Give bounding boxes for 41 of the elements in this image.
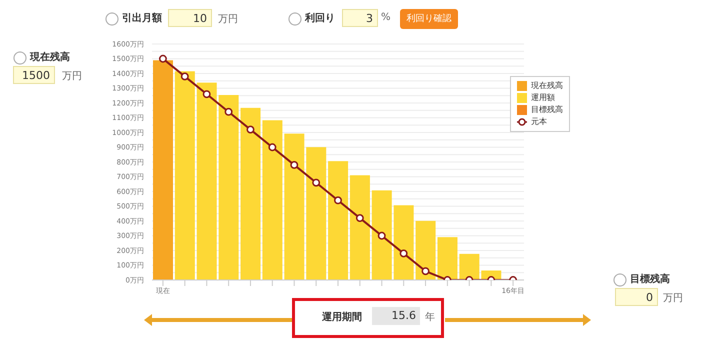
point (400, 250, 408, 258)
point (378, 232, 386, 240)
text: 10 (168, 9, 212, 27)
point (422, 267, 430, 276)
text: 現在残高 (30, 50, 70, 64)
text: 万円 (62, 70, 82, 83)
text: 利回り (305, 12, 335, 25)
point (290, 161, 298, 169)
legend-label: 目標残高 (531, 104, 563, 116)
text: 15.6 (372, 307, 420, 325)
bar (328, 161, 348, 280)
text: 年 (425, 311, 435, 324)
bar (240, 108, 261, 280)
point (158, 54, 167, 63)
text: 目標残高 (630, 272, 670, 286)
point (356, 214, 364, 222)
text: 引出月額 (122, 12, 162, 25)
point (202, 90, 211, 98)
point (246, 126, 254, 134)
point (180, 72, 189, 80)
bar (350, 175, 370, 280)
text: 万円 (218, 13, 238, 26)
text: 運用期間 (322, 310, 362, 324)
legend-label: 運用額 (531, 92, 555, 104)
point (224, 108, 233, 116)
bar (262, 120, 282, 280)
point (334, 196, 342, 204)
point (268, 143, 276, 152)
text: % (381, 12, 391, 23)
text: 3 (342, 9, 378, 27)
bar (416, 220, 436, 280)
legend-label: 元本 (531, 116, 547, 128)
legend-label: 現在残高 (531, 80, 563, 92)
text: 万円 (663, 292, 683, 305)
bar (174, 71, 195, 280)
text: 0 (615, 288, 658, 306)
bar (153, 60, 173, 280)
text: 1500 (13, 66, 55, 84)
point (312, 178, 320, 187)
text: 利回り確認 (400, 9, 458, 29)
bar (437, 237, 458, 280)
